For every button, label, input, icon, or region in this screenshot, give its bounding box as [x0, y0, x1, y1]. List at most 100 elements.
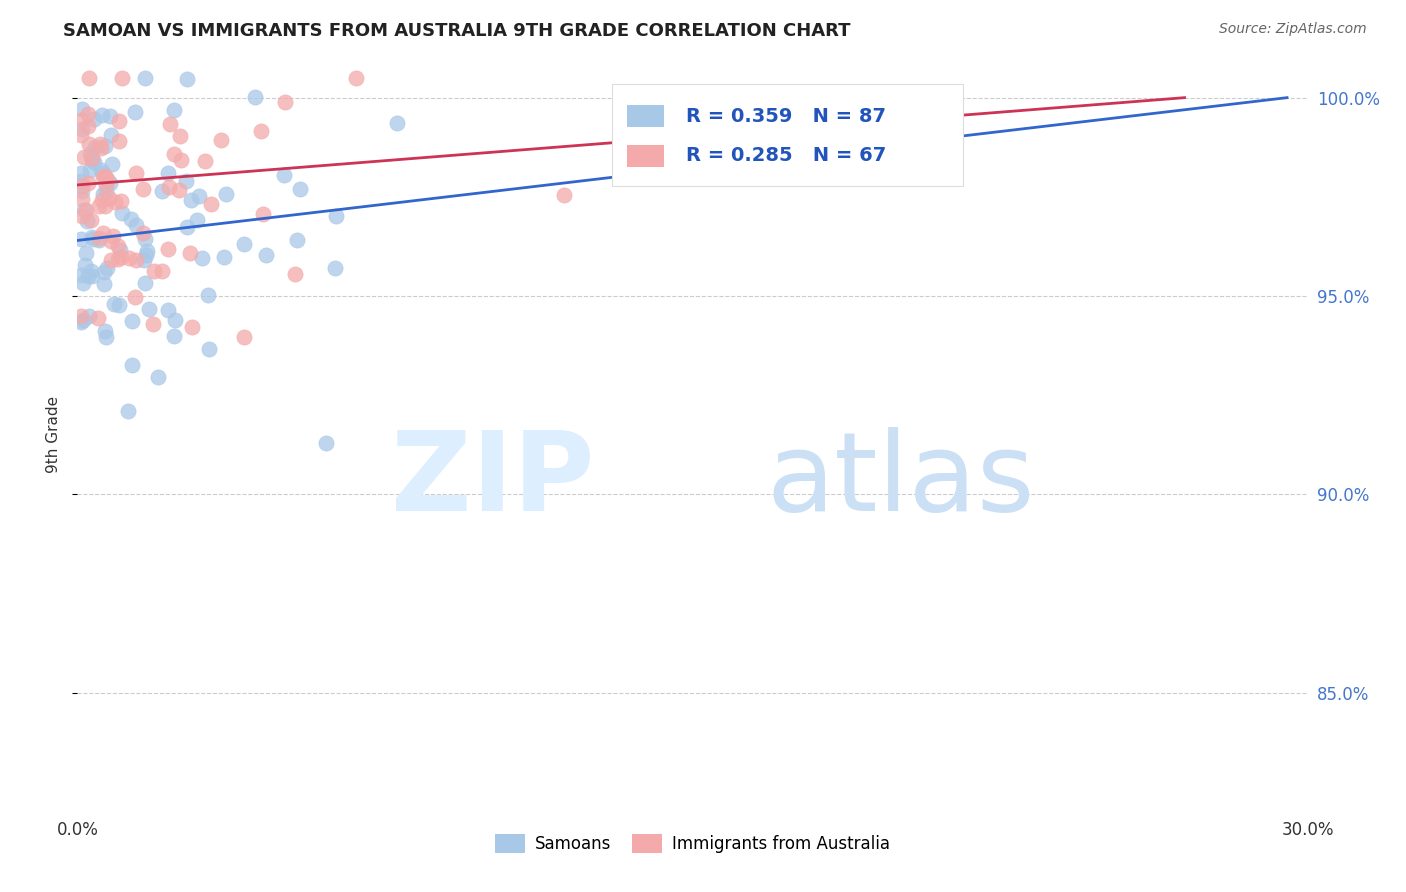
Point: [77, 269, 100, 284]
Point: [80, 213, 103, 227]
Point: [198, 342, 221, 356]
Point: [96, 261, 118, 276]
Point: [118, 252, 141, 266]
Point: [273, 168, 295, 182]
Point: [157, 179, 180, 194]
Point: [82, 153, 104, 167]
Point: [163, 329, 186, 343]
Point: [70, 232, 93, 246]
Point: [107, 239, 129, 253]
Point: [108, 134, 131, 148]
Point: [75, 203, 97, 218]
Point: [77, 120, 100, 134]
Text: R = 0.359   N = 87: R = 0.359 N = 87: [686, 106, 886, 126]
Text: ZIP: ZIP: [391, 426, 595, 533]
Point: [82, 232, 104, 246]
Point: [125, 218, 148, 232]
Point: [169, 128, 191, 143]
Point: [93, 277, 115, 291]
Point: [387, 116, 409, 130]
Point: [142, 264, 165, 278]
Point: [75, 246, 97, 260]
Point: [90, 163, 112, 178]
Point: [124, 167, 146, 181]
Point: [90, 108, 112, 122]
Point: [188, 189, 211, 203]
Text: atlas: atlas: [766, 426, 1035, 533]
Point: [111, 70, 134, 85]
Point: [100, 128, 122, 143]
Point: [150, 264, 173, 278]
Point: [156, 166, 179, 180]
Point: [93, 199, 115, 213]
Point: [142, 318, 165, 332]
Point: [82, 230, 104, 244]
Point: [80, 264, 103, 278]
Point: [194, 154, 217, 169]
Point: [110, 250, 132, 264]
Point: [94, 169, 117, 183]
Point: [284, 267, 307, 281]
Point: [121, 358, 143, 372]
Point: [72, 178, 94, 193]
Point: [83, 155, 105, 169]
Point: [103, 228, 125, 243]
Point: [76, 176, 98, 190]
Point: [232, 236, 254, 251]
Point: [157, 303, 180, 318]
Point: [232, 330, 254, 344]
Point: [77, 70, 100, 85]
Point: [180, 193, 202, 207]
Point: [107, 252, 129, 266]
Point: [159, 117, 181, 131]
FancyBboxPatch shape: [613, 85, 963, 186]
Point: [156, 242, 179, 256]
Point: [96, 330, 118, 344]
Point: [553, 187, 575, 202]
Point: [111, 206, 134, 220]
Point: [136, 244, 159, 258]
Point: [91, 169, 114, 184]
Point: [103, 297, 125, 311]
Point: [70, 185, 93, 199]
Point: [70, 268, 93, 282]
Point: [87, 231, 110, 245]
Point: [134, 276, 156, 290]
Point: [132, 181, 155, 195]
Point: [96, 184, 118, 198]
Point: [70, 103, 93, 117]
Point: [89, 137, 111, 152]
Point: [170, 153, 193, 168]
Point: [89, 199, 111, 213]
Point: [124, 105, 146, 120]
Point: [135, 248, 157, 262]
Point: [73, 258, 96, 272]
Point: [90, 141, 112, 155]
Point: [80, 152, 103, 166]
Point: [98, 191, 121, 205]
Point: [254, 248, 277, 262]
Point: [79, 147, 101, 161]
Point: [79, 162, 101, 177]
Point: [209, 133, 232, 147]
Point: [91, 166, 114, 180]
FancyBboxPatch shape: [627, 104, 664, 128]
Point: [76, 213, 98, 227]
Point: [250, 124, 273, 138]
Point: [108, 113, 131, 128]
Point: [132, 226, 155, 240]
Point: [117, 404, 139, 418]
Point: [96, 178, 118, 192]
Point: [70, 166, 93, 180]
Point: [70, 174, 93, 188]
Point: [215, 186, 238, 201]
Point: [89, 233, 111, 247]
Point: [174, 174, 197, 188]
Point: [98, 176, 121, 190]
Point: [72, 121, 94, 136]
Point: [323, 261, 346, 276]
Point: [93, 265, 115, 279]
Point: [325, 209, 347, 223]
Point: [252, 207, 274, 221]
Point: [176, 220, 198, 235]
